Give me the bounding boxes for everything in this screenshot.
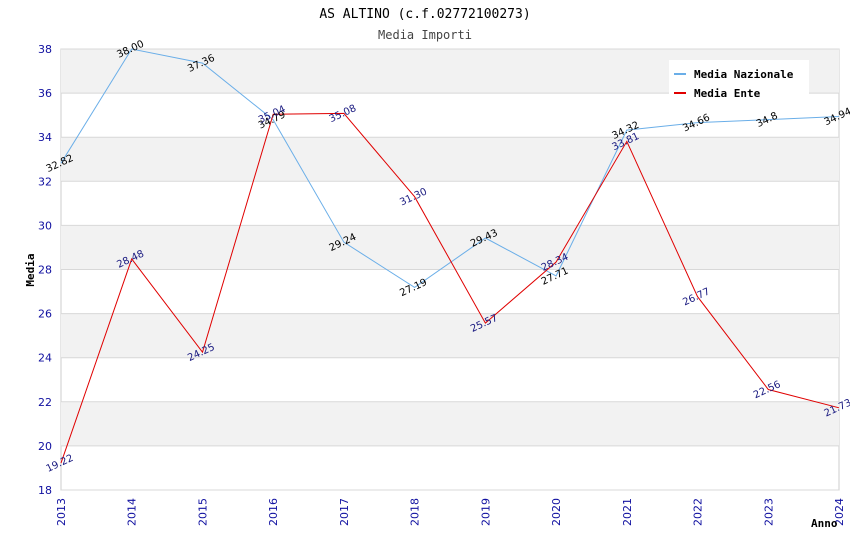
x-tick-label: 2014	[126, 498, 139, 526]
chart-title: AS ALTINO (c.f.02772100273)	[319, 7, 530, 22]
y-tick-label: 26	[38, 308, 52, 321]
y-tick-label: 32	[38, 175, 52, 188]
grid-band	[61, 313, 839, 358]
y-tick-label: 22	[38, 396, 52, 409]
series-line-media-ente	[60, 112, 840, 464]
grid-band	[61, 137, 839, 182]
y-tick-label: 28	[38, 264, 52, 277]
legend-entry: Media Ente	[694, 87, 761, 100]
x-tick-label: 2018	[409, 498, 422, 526]
x-tick-label: 2021	[621, 498, 634, 526]
y-tick-label: 38	[38, 43, 52, 56]
x-tick-label: 2019	[479, 498, 492, 526]
legend-box	[669, 60, 809, 100]
y-tick-label: 20	[38, 440, 52, 453]
x-tick-label: 2022	[692, 498, 705, 526]
y-tick-label: 36	[38, 87, 52, 100]
y-axis-label: Media	[24, 253, 37, 286]
x-axis-label: Anno	[811, 517, 838, 530]
x-tick-label: 2017	[338, 498, 351, 526]
legend: Media Nazionale Media Ente	[669, 60, 809, 100]
x-tick-label: 2016	[267, 498, 280, 526]
y-tick-label: 18	[38, 484, 52, 497]
chart-subtitle: Media Importi	[378, 28, 472, 42]
y-tick-label: 24	[38, 352, 52, 365]
x-tick-label: 2013	[55, 498, 68, 526]
x-tick-label: 2024	[833, 498, 846, 526]
legend-entry: Media Nazionale	[694, 68, 794, 81]
y-axis-ticks: 18 20 22 24 26 28 30 32 34 36 38	[38, 43, 52, 497]
x-tick-label: 2020	[550, 498, 563, 526]
grid-band	[61, 401, 839, 446]
y-tick-label: 34	[38, 131, 52, 144]
grid-lines	[61, 48, 839, 491]
x-axis-ticks: 2013 2014 2015 2016 2017 2018 2019 2020 2021 2022…	[55, 498, 846, 526]
x-tick-label: 2023	[762, 498, 775, 526]
y-tick-label: 30	[38, 219, 52, 232]
series-line-media-nazionale	[60, 48, 840, 289]
series-lines	[60, 48, 840, 464]
x-tick-label: 2015	[196, 498, 209, 526]
